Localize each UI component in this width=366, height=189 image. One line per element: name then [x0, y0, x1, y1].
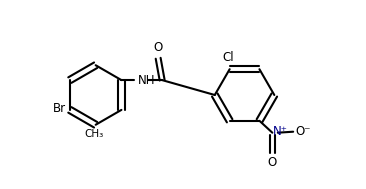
Text: NH: NH: [138, 74, 156, 87]
Text: O: O: [154, 41, 163, 54]
Text: CH₃: CH₃: [84, 129, 103, 139]
Text: Cl: Cl: [223, 51, 235, 64]
Text: Br: Br: [53, 102, 66, 115]
Text: O⁻: O⁻: [295, 125, 311, 138]
Text: N⁺: N⁺: [273, 125, 288, 138]
Text: O: O: [268, 156, 277, 169]
